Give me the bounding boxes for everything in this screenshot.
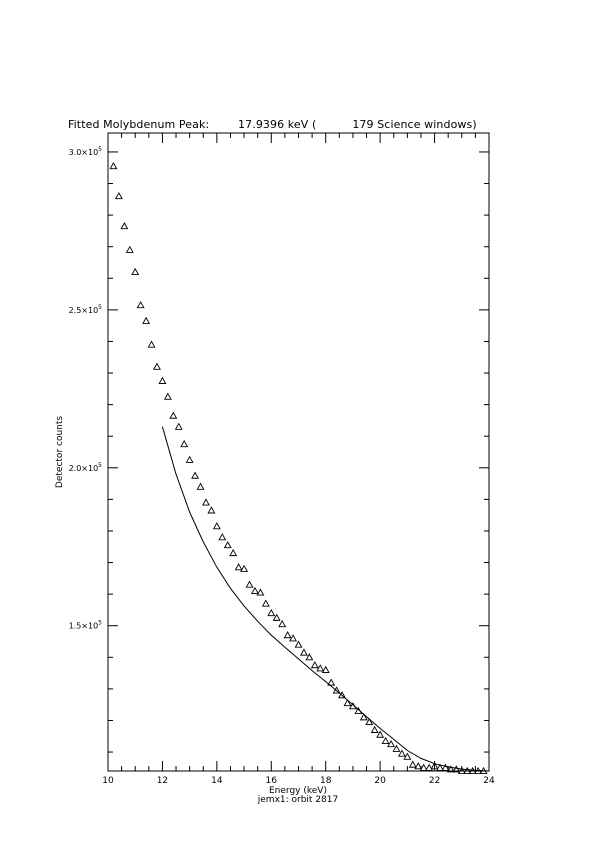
data-point (479, 766, 488, 775)
data-point (468, 766, 477, 775)
data-point (452, 765, 461, 773)
y-tick-label: 1.5×105 (69, 620, 103, 631)
x-tick-label: 12 (157, 776, 168, 786)
data-point (131, 267, 140, 275)
data-point (153, 362, 161, 370)
chart-title: Fitted Molybdenum Peak: 17.9396 keV ( 17… (68, 118, 477, 131)
data-point (191, 471, 200, 479)
data-point (278, 620, 287, 628)
axis-ticks (107, 133, 490, 771)
data-point (147, 340, 156, 348)
x-tick-label: 20 (374, 776, 386, 786)
data-point (114, 192, 123, 200)
data-point (397, 749, 406, 757)
data-point (212, 522, 221, 530)
x-tick-label: 22 (429, 776, 440, 786)
data-point (240, 564, 249, 572)
data-point (120, 222, 129, 230)
data-point (158, 376, 167, 384)
subtitle: jemx1: orbit 2817 (257, 795, 338, 805)
data-point (256, 588, 265, 596)
x-tick-label: 14 (211, 776, 223, 786)
data-point (348, 702, 357, 710)
data-point (261, 599, 270, 607)
data-point (229, 548, 238, 557)
data-point (332, 686, 341, 694)
y-tick-label: 3.0×105 (69, 146, 103, 157)
data-point (436, 763, 444, 771)
data-point (305, 653, 314, 661)
data-point (223, 541, 232, 549)
data-point (109, 162, 118, 170)
data-point (403, 752, 412, 760)
data-point (245, 580, 254, 588)
data-point (125, 245, 134, 253)
plot-frame (107, 132, 490, 772)
data-point (283, 631, 292, 639)
data-point (376, 730, 385, 738)
x-tick-label: 24 (483, 776, 495, 786)
data-series (109, 162, 490, 775)
data-point (441, 763, 450, 771)
y-axis-label: Detector counts (55, 416, 65, 488)
data-point (310, 661, 319, 669)
data-point (338, 691, 347, 699)
data-point (272, 613, 281, 621)
data-point (381, 736, 390, 745)
data-point (250, 586, 259, 594)
data-point (289, 634, 298, 642)
data-point (142, 316, 151, 324)
data-point (136, 301, 145, 309)
data-point (387, 740, 395, 748)
data-point (202, 498, 210, 506)
data-point (463, 766, 472, 775)
data-point (316, 664, 325, 672)
axis-tick-labels: 10 12 14 16 18 20 22 24 1.5×105 2.0×105 2.5×105 3.0… (69, 146, 495, 786)
x-tick-label: 16 (266, 776, 278, 786)
x-tick-label: 18 (320, 776, 332, 786)
fit-line (161, 426, 490, 772)
data-point (180, 439, 189, 448)
data-point (185, 455, 194, 463)
data-point (370, 725, 379, 733)
data-point (321, 665, 330, 673)
data-point (359, 713, 368, 721)
data-point (365, 717, 374, 726)
data-point (169, 411, 178, 419)
data-point (354, 706, 363, 715)
x-axis-label: Energy (keV) (269, 786, 327, 796)
data-point (457, 766, 466, 775)
y-tick-label: 2.5×105 (69, 304, 103, 315)
data-point (267, 608, 276, 617)
data-point (207, 506, 216, 514)
data-point (343, 698, 352, 707)
data-point (294, 640, 303, 648)
data-point (425, 763, 434, 771)
data-point (196, 482, 205, 490)
data-point (299, 648, 308, 656)
data-point (218, 533, 227, 541)
data-point (474, 766, 483, 775)
data-point (163, 392, 172, 400)
data-point (408, 760, 417, 768)
data-point (430, 762, 439, 770)
data-point (446, 765, 455, 773)
data-point (234, 563, 243, 571)
data-point (327, 678, 336, 686)
data-point (414, 762, 423, 770)
data-point (174, 422, 183, 430)
data-point (392, 744, 401, 752)
y-tick-label: 2.0×105 (69, 462, 103, 473)
data-point (419, 763, 428, 771)
x-tick-label: 10 (102, 776, 114, 786)
